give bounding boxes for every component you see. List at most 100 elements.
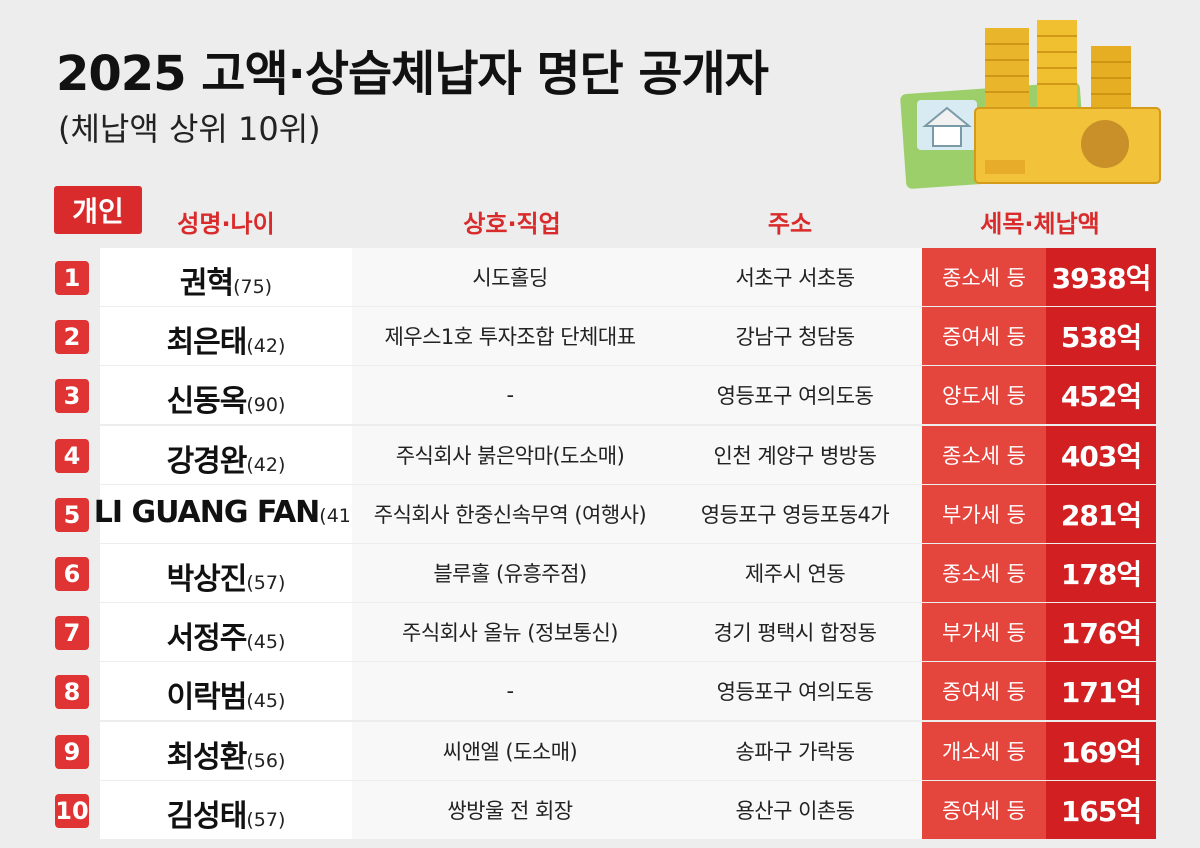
table-row: 8 이락범 (45) - 영등포구 여의도동 증여세 등 171억 xyxy=(0,662,1200,721)
name: 김성태 xyxy=(166,798,248,834)
amount: 171억 xyxy=(1046,662,1156,721)
age: (57) xyxy=(246,808,286,831)
business: - xyxy=(506,679,514,704)
name-cell: 최은태 (42) xyxy=(100,307,352,366)
row-background xyxy=(352,780,922,839)
address: 용산구 이촌동 xyxy=(735,798,855,823)
age: (42) xyxy=(246,453,286,476)
tax-type: 종소세 등 xyxy=(922,248,1046,306)
row-background xyxy=(352,366,922,425)
tax-type: 개소세 등 xyxy=(922,721,1046,780)
name: 이락범 xyxy=(166,680,248,716)
tax-type: 양도세 등 xyxy=(922,366,1046,425)
address: 제주시 연동 xyxy=(744,562,846,586)
title: 2025 고액·상습체납자 명단 공개자 xyxy=(56,46,769,102)
table-row: 4 강경완 (42) 주식회사 붉은악마(도소매) 인천 계양구 병방동 종소세 등 403… xyxy=(0,425,1200,484)
address: 영등포구 여의도동 xyxy=(716,680,874,705)
rank-badge: 2 xyxy=(55,320,89,355)
business: - xyxy=(506,383,514,408)
tax-type: 증여세 등 xyxy=(922,307,1046,366)
age: (75) xyxy=(233,276,273,298)
row-background xyxy=(352,248,922,306)
table-row: 7 서정주 (45) 주식회사 올뉴 (정보통신) 경기 평택시 합정동 부가세 등 176… xyxy=(0,603,1200,662)
name: 최은태 xyxy=(166,325,248,361)
tax-type: 증여세 등 xyxy=(922,662,1046,721)
name-cell: 최성환 (56) xyxy=(100,721,352,780)
address: 영등포구 영등포동4가 xyxy=(700,502,890,527)
business: 시도홀딩 xyxy=(472,266,548,290)
rank-badge: 7 xyxy=(55,616,89,651)
money-illustration xyxy=(900,20,1161,189)
name-cell: LI GUANG FAN (41) xyxy=(94,484,358,543)
amount: 403억 xyxy=(1046,425,1156,484)
amount: 169억 xyxy=(1046,721,1156,780)
table-row: 9 최성환 (56) 씨앤엘 (도소매) 송파구 가락동 개소세 등 169억 xyxy=(0,721,1200,780)
rank-badge: 8 xyxy=(55,675,89,710)
name-cell: 박상진 (57) xyxy=(100,544,352,602)
subtitle: (체납액 상위 10위) xyxy=(58,110,321,148)
name-cell: 김성태 (57) xyxy=(100,780,352,839)
business: 주식회사 한중신속무역 (여행사) xyxy=(373,502,647,527)
age: (41) xyxy=(319,504,359,527)
column-header: 주소 xyxy=(767,210,813,238)
rank-badge: 1 xyxy=(55,261,89,295)
table-row: 5 LI GUANG FAN (41) 주식회사 한중신속무역 (여행사) 영등포구 영… xyxy=(0,484,1200,543)
table-row: 3 신동옥 (90) - 영등포구 여의도동 양도세 등 452억 xyxy=(0,366,1200,425)
name-cell: 강경완 (42) xyxy=(100,425,352,484)
amount: 538억 xyxy=(1046,307,1156,366)
name: 강경완 xyxy=(166,443,248,479)
amount: 165억 xyxy=(1046,780,1156,839)
row-background xyxy=(352,307,922,366)
amount: 3938억 xyxy=(1046,248,1156,306)
row-background xyxy=(352,484,922,543)
business: 씨앤엘 (도소매) xyxy=(442,739,578,764)
rank-badge: 4 xyxy=(55,438,89,473)
table-row: 2 최은태 (42) 제우스1호 투자조합 단체대표 강남구 청담동 증여세 등 538억 xyxy=(0,307,1200,366)
amount: 281억 xyxy=(1046,484,1156,543)
name: 박상진 xyxy=(166,562,248,597)
column-header: 성명·나이 xyxy=(177,210,275,238)
tax-type: 부가세 등 xyxy=(922,484,1046,543)
tax-type: 종소세 등 xyxy=(922,544,1046,602)
name-cell: 권혁 (75) xyxy=(100,248,352,306)
amount: 178억 xyxy=(1046,544,1156,602)
tax-type: 부가세 등 xyxy=(922,603,1046,662)
table-row: 10 김성태 (57) 쌍방울 전 회장 용산구 이촌동 증여세 등 165억 xyxy=(0,780,1200,839)
business: 제우스1호 투자조합 단체대표 xyxy=(384,325,636,350)
age: (42) xyxy=(246,335,286,358)
name: 신동옥 xyxy=(166,384,248,420)
amount: 176억 xyxy=(1046,603,1156,662)
rank-badge: 6 xyxy=(55,557,89,591)
address: 송파구 가락동 xyxy=(735,739,855,764)
column-header: 상호·직업 xyxy=(463,210,561,238)
age: (45) xyxy=(246,631,286,654)
name-cell: 이락범 (45) xyxy=(100,662,352,721)
age: (56) xyxy=(246,749,286,772)
name: 권혁 xyxy=(179,266,234,301)
tax-type: 종소세 등 xyxy=(922,425,1046,484)
name: 서정주 xyxy=(166,621,248,657)
rank-badge: 5 xyxy=(55,497,89,532)
business: 블루홀 (유흥주점) xyxy=(433,562,587,586)
row-background xyxy=(352,425,922,484)
address: 인천 계양구 병방동 xyxy=(713,443,877,468)
row-background xyxy=(352,544,922,602)
age: (45) xyxy=(246,690,286,713)
row-background xyxy=(352,662,922,721)
section-label: 개인 xyxy=(54,186,142,234)
age: (90) xyxy=(246,394,286,417)
business: 주식회사 붉은악마(도소매) xyxy=(395,443,625,468)
rank-badge: 10 xyxy=(55,793,89,828)
tax-type: 증여세 등 xyxy=(922,780,1046,839)
amount: 452억 xyxy=(1046,366,1156,425)
address: 강남구 청담동 xyxy=(735,325,855,350)
rank-badge: 3 xyxy=(55,379,89,414)
row-background xyxy=(352,603,922,662)
column-header: 세목·체납액 xyxy=(980,210,1100,238)
address: 영등포구 여의도동 xyxy=(716,384,874,409)
business: 주식회사 올뉴 (정보통신) xyxy=(402,621,618,646)
name-cell: 서정주 (45) xyxy=(100,603,352,662)
rank-badge: 9 xyxy=(55,734,89,769)
table-row: 6 박상진 (57) 블루홀 (유흥주점) 제주시 연동 종소세 등 178억 xyxy=(0,544,1200,602)
